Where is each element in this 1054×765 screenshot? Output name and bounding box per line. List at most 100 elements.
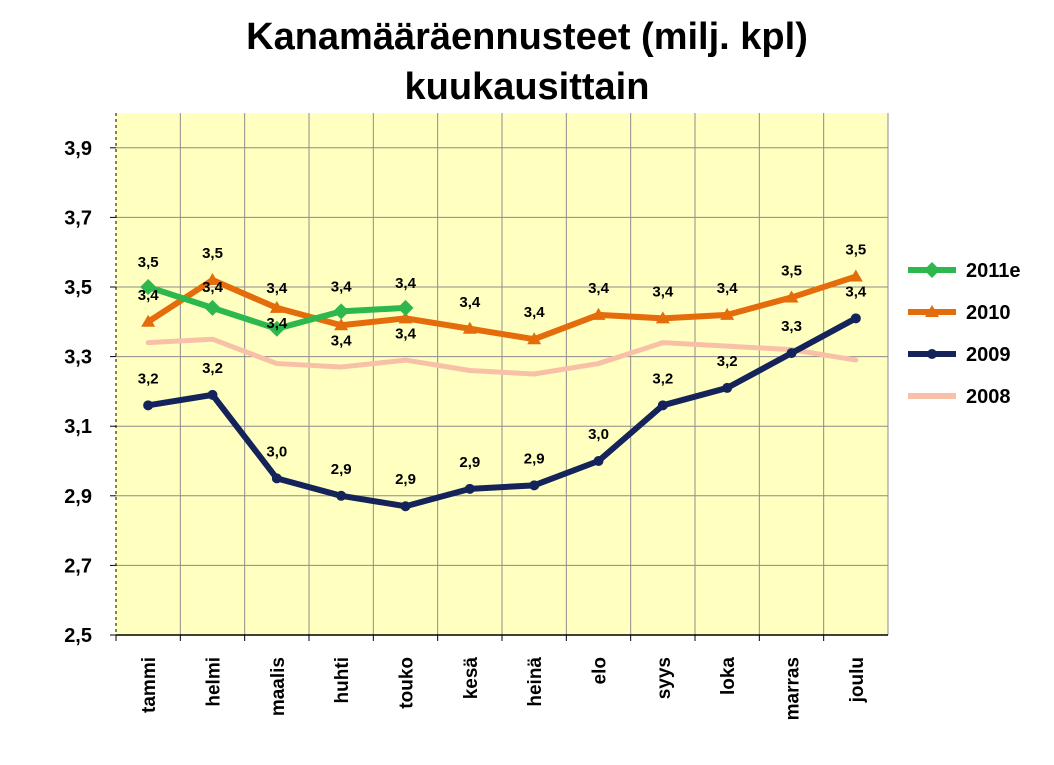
series-2009 [143,313,861,512]
point-2011e [333,303,350,320]
x-tick-label: marras [783,657,804,720]
point-2010 [848,269,863,282]
data-label-2010: 3,5 [202,245,223,262]
data-label-2010: 3,4 [588,280,610,297]
legend-label: 2009 [966,344,1011,366]
series-2011e [140,279,414,337]
data-label-2010: 3,5 [781,262,802,279]
data-label-2009: 2,9 [459,454,480,471]
y-tick-label: 3,1 [64,416,92,438]
data-label-2010: 3,4 [266,315,288,332]
y-tick-label: 3,3 [64,347,92,369]
point-2011e [204,299,221,316]
point-2010 [398,311,413,324]
data-label-2010: 3,4 [524,304,546,321]
data-label-2009: 3,3 [781,318,802,335]
legend-item-2008: 2008 [908,386,1011,408]
point-2009 [271,473,282,484]
point-2009 [593,456,604,466]
point-2009 [400,501,411,512]
legend-marker [924,262,940,278]
data-label-2009: 2,9 [331,461,352,478]
legend-label: 2011e [966,260,1021,282]
point-2010 [462,321,477,334]
data-label-2010: 3,4 [652,283,674,300]
x-tick-label: elo [590,657,611,684]
data-label-2009: 3,4 [845,283,867,300]
x-tick-label: huhti [332,657,353,703]
point-2009 [657,400,668,411]
data-label-2011e: 3,4 [266,280,288,297]
data-label-2010: 3,4 [717,280,739,297]
point-2010 [784,290,799,303]
y-tick-label: 2,5 [64,625,92,647]
x-tick-label: helmi [204,657,225,707]
point-2010 [269,300,284,313]
point-2010 [527,332,542,345]
data-label-2009: 3,2 [202,360,223,377]
legend-item-2011e: 2011e [908,260,1021,282]
legend-item-2009: 2009 [908,344,1011,366]
data-label-2011e: 3,4 [395,275,417,292]
legend-item-2010: 2010 [908,302,1011,324]
legend-marker [927,349,937,359]
point-2010 [205,273,220,286]
point-2010 [720,307,735,320]
point-2009 [850,313,861,324]
y-tick-label: 3,7 [64,207,92,229]
point-2010 [655,311,670,324]
point-2009 [336,490,347,501]
data-labels: 3,5 3,4 3,4 3,4 3,4 3,4 3,5 3,4 3,4 3,4 3,4 3,4 3,4 3… [138,242,867,489]
y-tick-label: 2,7 [64,555,92,577]
data-label-2009: 3,2 [138,370,159,387]
chart-title: Kanamääräennusteet (milj. kpl) kuukausit… [0,12,1054,112]
x-tick-label: joulu [847,657,868,703]
legend-label: 2010 [966,302,1011,324]
point-2009 [143,400,154,411]
point-2009 [786,348,797,359]
chart-title-line-1: Kanamääräennusteet (milj. kpl) [246,16,808,58]
point-2009 [529,480,540,491]
x-tick-label: heinä [525,657,546,707]
data-label-2009: 3,0 [588,426,609,443]
series-line-2009 [145,315,859,510]
point-2011e [397,299,414,316]
data-label-2011e: 3,5 [138,254,159,271]
series-layer [140,269,863,512]
x-tick-label: maalis [268,657,289,716]
point-2011e [140,279,157,295]
data-label-2010: 3,5 [845,242,866,259]
y-tick-label: 3,5 [64,277,92,299]
x-tick-label: tammi [139,657,160,713]
series-2010 [141,269,863,345]
data-label-2009: 2,9 [395,471,416,488]
chart-title-line-2: kuukausittain [404,66,650,108]
data-label-2009: 3,0 [266,443,287,460]
data-label-2011e: 3,4 [202,279,224,296]
series-2008 [145,336,859,377]
series-line-2008 [145,336,859,377]
point-2010 [141,314,156,327]
x-tick-label: touko [397,657,418,709]
legend-marker [925,305,939,317]
data-label-2011e: 3,4 [331,278,353,295]
series-line-2010 [145,273,859,343]
data-label-2009: 2,9 [524,450,545,467]
point-2009 [207,389,218,400]
data-label-2009: 3,2 [652,370,673,387]
point-2009 [464,483,475,494]
y-tick-label: 3,9 [64,138,92,160]
point-2011e [268,320,285,337]
data-label-2010: 3,4 [395,325,417,342]
point-2009 [722,382,733,393]
x-tick-label: kesä [461,657,482,700]
legend-label: 2008 [966,386,1011,408]
data-label-2010: 3,4 [459,294,481,311]
x-tick-label: syys [654,657,675,699]
data-label-2009: 3,2 [717,353,738,370]
x-tick-label: loka [718,657,739,695]
data-label-2010: 3,4 [138,287,160,304]
y-tick-label: 2,9 [64,486,92,508]
point-2010 [334,318,349,331]
